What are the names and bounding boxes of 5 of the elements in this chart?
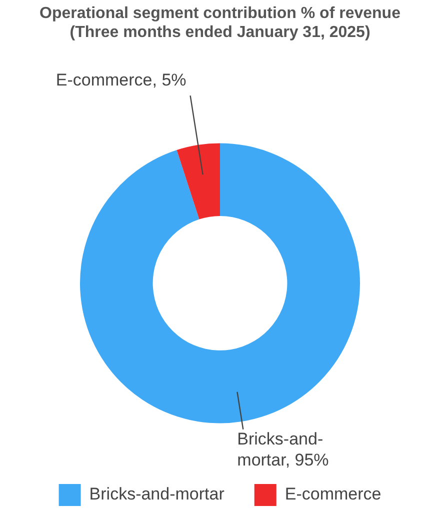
data-label: Bricks-and-mortar, 95% <box>237 430 329 470</box>
data-label: E-commerce, 5% <box>56 70 186 90</box>
legend-label: E-commerce <box>284 484 382 504</box>
legend-label: Bricks-and-mortar <box>89 484 225 504</box>
chart-title: Operational segment contribution % of revenue (Three months ended January 31, 2025) <box>40 5 401 42</box>
